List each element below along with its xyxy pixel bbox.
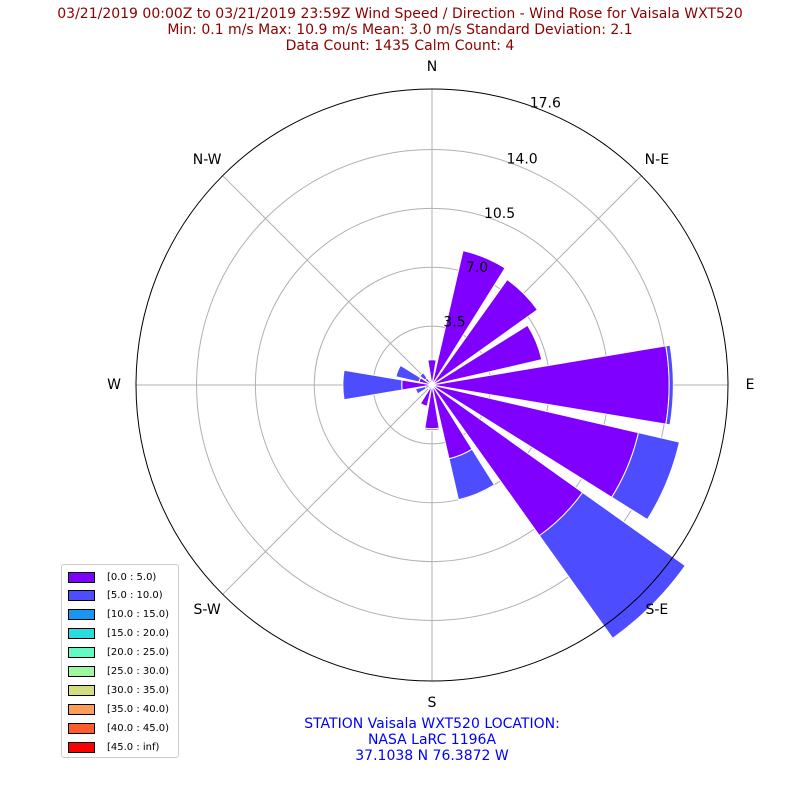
legend-swatch (68, 590, 95, 602)
legend-label: [5.0 : 10.0) (107, 590, 163, 602)
wind-bar-ene-bin-0 (431, 324, 543, 386)
legend-label: [0.0 : 5.0) (107, 571, 157, 583)
wind-bar-nnw-bin-0 (428, 379, 433, 386)
wind-bar-e-bin-1 (665, 344, 674, 426)
radial-tick-label: 3.5 (443, 315, 465, 331)
wind-bar-wsw-bin-1 (415, 385, 427, 395)
title-line-2: Min: 0.1 m/s Max: 10.9 m/s Mean: 3.0 m/s… (167, 22, 633, 38)
wind-bar-wnw-bin-1 (395, 364, 422, 383)
legend-swatch (68, 628, 95, 640)
legend-label: [15.0 : 20.0) (107, 628, 170, 640)
wind-bar-n-bin-0 (427, 359, 437, 386)
wind-bar-w-bin-1 (342, 369, 403, 401)
wind-bar-se-bin-1 (538, 491, 686, 639)
legend-swatch (68, 684, 95, 696)
wind-bar-s-bin-1 (423, 427, 441, 431)
compass-label-s-w: S-W (194, 602, 221, 618)
radial-tick-label: 7.0 (466, 260, 488, 276)
chart-outer-ring (135, 88, 729, 682)
compass-label-n: N (427, 59, 437, 75)
legend-swatch (68, 722, 95, 734)
compass-label-n-e: N-E (645, 152, 669, 168)
legend-swatch (68, 647, 95, 659)
chart-legend: [0.0 : 5.0) [5.0 : 10.0) [10.0 : 15.0) [15.… (61, 564, 179, 758)
compass-label-w: W (107, 377, 121, 393)
title-line-1: 03/21/2019 00:00Z to 03/21/2019 23:59Z W… (57, 6, 743, 22)
station-line-3: 37.1038 N 76.3872 W (355, 748, 509, 764)
legend-swatch (68, 571, 95, 583)
radial-tick-label: 17.6 (530, 96, 561, 112)
legend-item: [25.0 : 30.0) (68, 665, 169, 679)
compass-label-s: S (428, 695, 437, 711)
legend-label: [10.0 : 15.0) (107, 609, 170, 621)
legend-item: [45.0 : inf) (68, 740, 159, 754)
chart-title: 03/21/2019 00:00Z to 03/21/2019 23:59Z W… (0, 6, 800, 54)
legend-item: [40.0 : 45.0) (68, 721, 169, 735)
angular-gridline (222, 384, 433, 595)
legend-swatch (68, 703, 95, 715)
legend-item: [30.0 : 35.0) (68, 683, 169, 697)
legend-swatch (68, 666, 95, 677)
angular-gridline (222, 175, 433, 386)
legend-label: [40.0 : 45.0) (107, 722, 170, 734)
legend-label: [35.0 : 40.0) (107, 703, 170, 715)
legend-swatch (68, 609, 95, 621)
legend-label: [30.0 : 35.0) (107, 684, 170, 696)
compass-label-e: E (746, 377, 755, 393)
legend-label: [45.0 : inf) (107, 741, 160, 753)
station-line-1: STATION Vaisala WXT520 LOCATION: (304, 716, 560, 732)
legend-item: [20.0 : 25.0) (68, 646, 169, 660)
legend-item: [5.0 : 10.0) (68, 589, 163, 603)
legend-swatch (68, 741, 95, 753)
station-line-2: NASA LaRC 1196A (367, 732, 497, 748)
radial-tick-label: 10.5 (484, 206, 515, 222)
compass-label-s-e: S-E (645, 602, 668, 618)
radial-tick-label: 14.0 (507, 151, 538, 167)
wind-bar-nw-bin-1 (418, 371, 428, 381)
wind-bar-ese-bin-1 (611, 432, 681, 521)
wind-bar-ssw-bin-0 (419, 384, 433, 407)
wind-bar-ne-bin-0 (431, 278, 539, 386)
legend-item: [15.0 : 20.0) (68, 627, 169, 641)
compass-label-n-w: N-W (193, 152, 222, 168)
wind-bar-sse-bin-1 (448, 448, 496, 501)
legend-item: [0.0 : 5.0) (68, 570, 156, 584)
legend-label: [20.0 : 25.0) (107, 647, 170, 659)
title-line-3: Data Count: 1435 Calm Count: 4 (285, 38, 515, 54)
legend-label: [25.0 : 30.0) (107, 666, 170, 677)
legend-item: [35.0 : 40.0) (68, 702, 169, 716)
legend-item: [10.0 : 15.0) (68, 608, 169, 622)
station-info: STATION Vaisala WXT520 LOCATION: NASA La… (232, 716, 632, 764)
wind-bar-nne-bin-0 (431, 250, 506, 386)
